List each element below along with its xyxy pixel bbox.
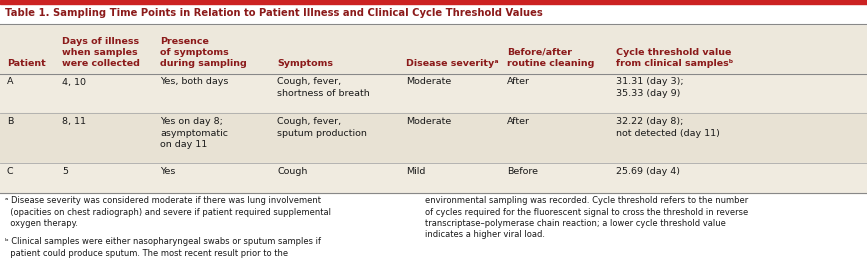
Text: Before: Before xyxy=(507,168,538,177)
Text: 5: 5 xyxy=(62,168,68,177)
Bar xyxy=(0,163,867,193)
Text: 4, 10: 4, 10 xyxy=(62,78,87,86)
Text: 32.22 (day 8);
not detected (day 11): 32.22 (day 8); not detected (day 11) xyxy=(616,118,720,138)
Bar xyxy=(0,23,867,73)
Text: Mild: Mild xyxy=(406,168,425,177)
Text: Cycle threshold value
from clinical samplesᵇ: Cycle threshold value from clinical samp… xyxy=(616,48,733,67)
Text: ᵇ Clinical samples were either nasopharyngeal swabs or sputum samples if
  patie: ᵇ Clinical samples were either nasophary… xyxy=(5,237,321,258)
Text: After: After xyxy=(507,78,531,86)
Text: 8, 11: 8, 11 xyxy=(62,118,87,126)
Text: After: After xyxy=(507,118,531,126)
Text: Days of illness
when samples
were collected: Days of illness when samples were collec… xyxy=(62,37,140,67)
Text: Cough, fever,
sputum production: Cough, fever, sputum production xyxy=(277,118,368,138)
Text: ᵃ Disease severity was considered moderate if there was lung involvement
  (opac: ᵃ Disease severity was considered modera… xyxy=(5,196,331,228)
Text: Disease severityᵃ: Disease severityᵃ xyxy=(406,58,499,67)
Text: Symptoms: Symptoms xyxy=(277,58,334,67)
Text: C: C xyxy=(7,168,14,177)
Text: Moderate: Moderate xyxy=(406,118,451,126)
Bar xyxy=(0,113,867,163)
Text: Moderate: Moderate xyxy=(406,78,451,86)
Bar xyxy=(0,4,867,23)
Text: Cough: Cough xyxy=(277,168,308,177)
Text: 31.31 (day 3);
35.33 (day 9): 31.31 (day 3); 35.33 (day 9) xyxy=(616,78,683,98)
Text: Yes: Yes xyxy=(160,168,176,177)
Bar xyxy=(0,0,867,4)
Text: Presence
of symptoms
during sampling: Presence of symptoms during sampling xyxy=(160,37,247,67)
Text: 25.69 (day 4): 25.69 (day 4) xyxy=(616,168,680,177)
Text: Before/after
routine cleaning: Before/after routine cleaning xyxy=(507,48,595,67)
Text: Cough, fever,
shortness of breath: Cough, fever, shortness of breath xyxy=(277,78,370,98)
Text: Yes, both days: Yes, both days xyxy=(160,78,229,86)
Text: environmental sampling was recorded. Cycle threshold refers to the number
of cyc: environmental sampling was recorded. Cyc… xyxy=(425,196,748,239)
Bar xyxy=(0,73,867,113)
Text: A: A xyxy=(7,78,13,86)
Text: Table 1. Sampling Time Points in Relation to Patient Illness and Clinical Cycle : Table 1. Sampling Time Points in Relatio… xyxy=(5,8,543,17)
Text: Patient: Patient xyxy=(7,58,46,67)
Text: Yes on day 8;
asymptomatic
on day 11: Yes on day 8; asymptomatic on day 11 xyxy=(160,118,228,149)
Text: B: B xyxy=(7,118,13,126)
